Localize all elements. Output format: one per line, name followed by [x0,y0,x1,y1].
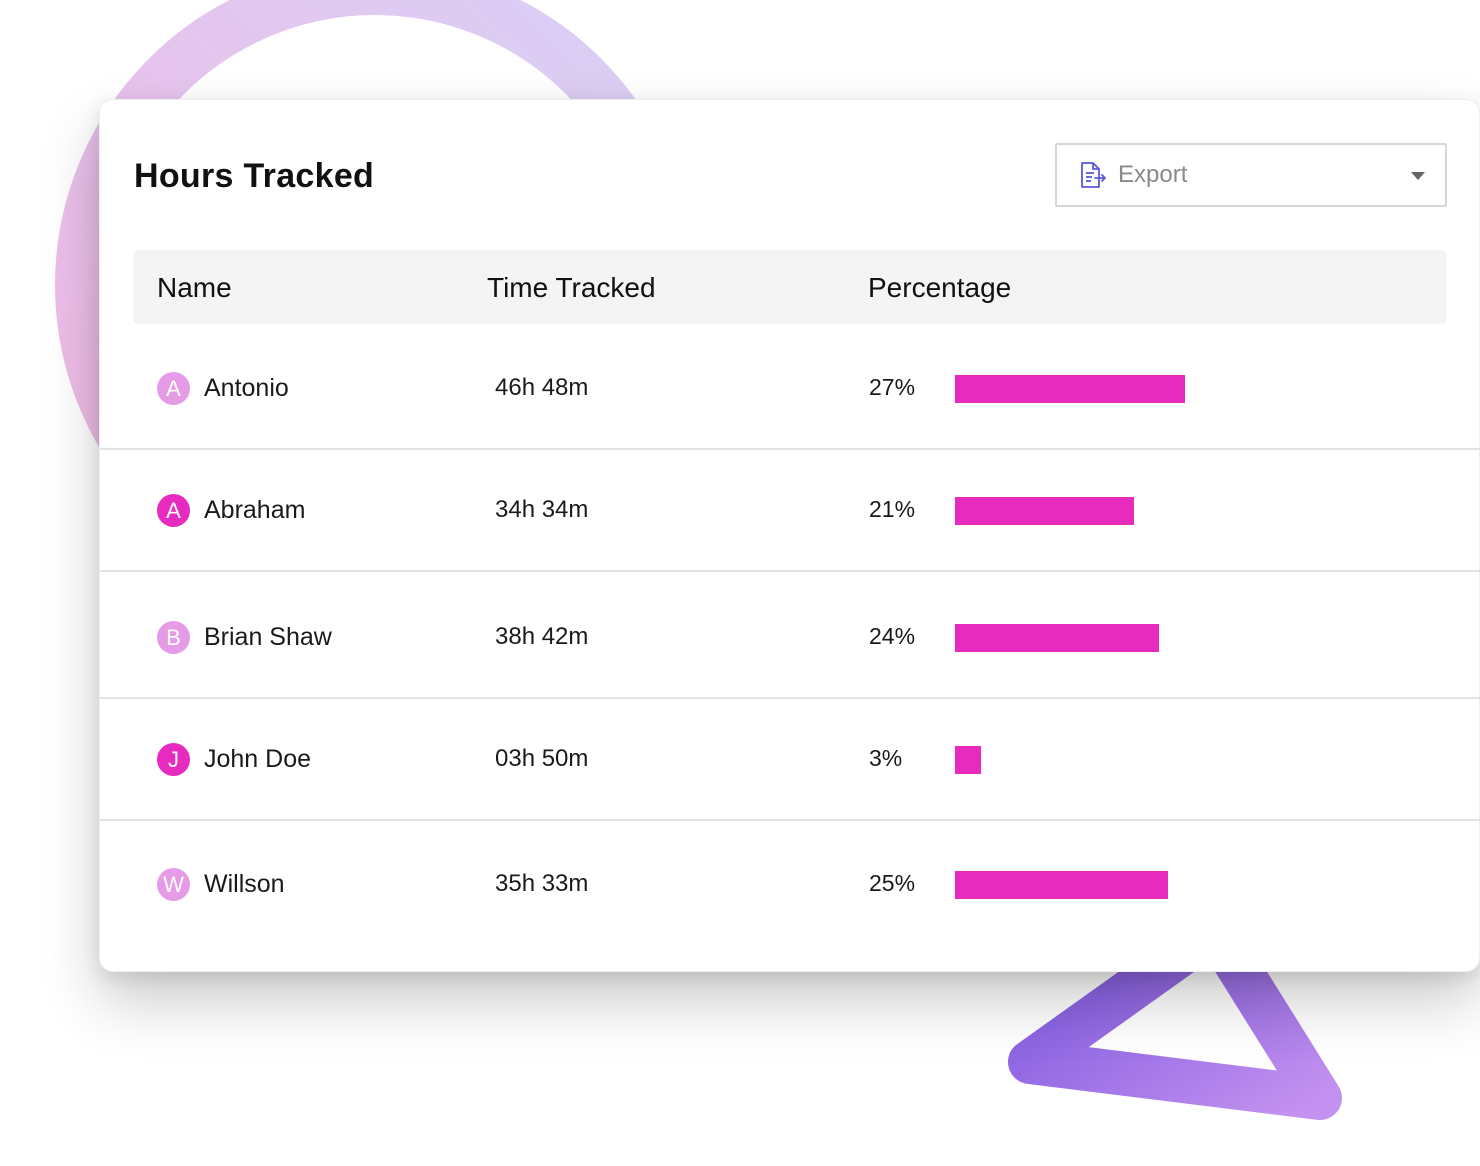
export-document-icon [1081,162,1106,188]
row-percentage-label: 3% [869,745,903,771]
table-row: J John Doe 03h 50m 3% [100,699,1480,821]
row-percentage-label: 27% [869,374,916,400]
table-row: W Willson 35h 33m 25% [100,824,1480,946]
row-time-tracked: 35h 33m [495,870,589,897]
row-percentage-bar [955,624,1159,652]
table-row: A Abraham 34h 34m 21% [100,450,1480,572]
avatar: A [157,372,190,405]
column-header-percentage: Percentage [868,272,1012,303]
export-dropdown[interactable]: Export [1055,143,1447,207]
row-name: Antonio [204,374,289,402]
row-percentage-label: 24% [869,623,916,649]
avatar: B [157,621,190,654]
column-header-time-tracked: Time Tracked [487,272,656,303]
row-percentage-bar [955,497,1134,525]
row-percentage-label: 21% [869,496,916,522]
row-name: Brian Shaw [204,623,332,651]
row-percentage-label: 25% [869,870,916,896]
row-time-tracked: 46h 48m [495,374,589,401]
row-percentage-bar [955,871,1168,899]
row-name: John Doe [204,745,312,773]
row-name: Willson [204,870,285,898]
avatar: A [157,494,190,527]
table-header: Name Time Tracked Percentage [133,250,1447,324]
row-name: Abraham [204,496,306,524]
row-time-tracked: 03h 50m [495,745,589,772]
row-time-tracked: 38h 42m [495,623,589,650]
decorative-triangle [1008,908,1342,1120]
avatar: J [157,743,190,776]
export-label: Export [1118,161,1188,188]
chevron-down-icon [1411,172,1425,180]
hours-tracked-card: Hours Tracked Export Name Time Tracked P… [99,99,1480,972]
avatar: W [157,868,190,901]
row-percentage-bar [955,746,981,774]
table-row: B Brian Shaw 38h 42m 24% [100,577,1480,699]
table-row: A Antonio 46h 48m 27% [100,328,1480,450]
row-time-tracked: 34h 34m [495,496,589,523]
row-percentage-bar [955,375,1185,403]
column-header-name: Name [157,272,232,303]
card-title: Hours Tracked [134,157,375,195]
